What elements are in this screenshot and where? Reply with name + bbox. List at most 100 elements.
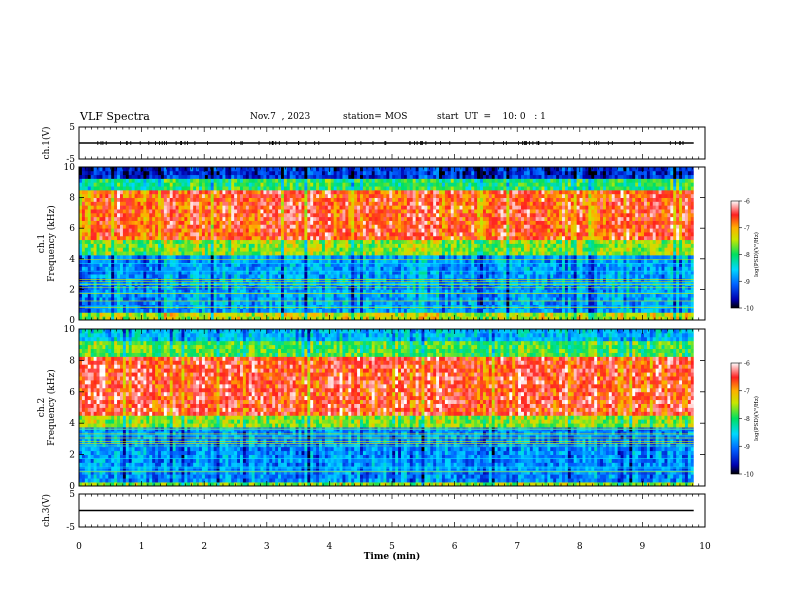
psd-cell: [135, 309, 138, 313]
psd-cell: [161, 232, 164, 236]
psd-cell: [123, 186, 126, 190]
psd-cell: [85, 274, 88, 278]
psd-cell: [126, 309, 129, 313]
psd-cell: [199, 244, 202, 248]
psd-cell: [105, 198, 108, 202]
psd-cell: [214, 255, 217, 259]
psd-cell: [199, 251, 202, 255]
psd-cell: [140, 201, 143, 205]
psd-cell: [88, 175, 91, 179]
psd-cell: [167, 282, 170, 286]
psd-cell: [181, 171, 184, 175]
psd-cell: [149, 232, 152, 236]
psd-cell: [88, 251, 91, 255]
psd-cell: [138, 228, 141, 232]
psd-cell: [190, 247, 193, 251]
psd-cell: [123, 305, 126, 309]
psd-cell: [184, 244, 187, 248]
psd-cell: [167, 305, 170, 309]
psd-cell: [88, 224, 91, 228]
psd-cell: [82, 309, 85, 313]
psd-cell: [117, 282, 120, 286]
psd-cell: [211, 240, 214, 244]
psd-cell: [88, 244, 91, 248]
psd-cell: [161, 201, 164, 205]
psd-cell: [193, 244, 196, 248]
psd-cell: [161, 244, 164, 248]
psd-cell: [187, 236, 190, 240]
psd-cell: [140, 205, 143, 209]
psd-cell: [167, 309, 170, 313]
psd-cell: [138, 190, 141, 194]
psd-cell: [176, 236, 179, 240]
psd-cell: [111, 297, 114, 301]
psd-cell: [202, 309, 205, 313]
psd-cell: [196, 274, 199, 278]
psd-cell: [129, 194, 132, 198]
psd-cell: [181, 286, 184, 290]
psd-cell: [99, 175, 102, 179]
psd-cell: [214, 305, 217, 309]
psd-cell: [105, 247, 108, 251]
psd-cell: [138, 244, 141, 248]
psd-cell: [94, 190, 97, 194]
psd-cell: [193, 178, 196, 182]
psd-cell: [138, 186, 141, 190]
psd-cell: [170, 255, 173, 259]
psd-cell: [85, 309, 88, 313]
psd-cell: [179, 240, 182, 244]
psd-cell: [164, 255, 167, 259]
psd-cell: [158, 282, 161, 286]
psd-cell: [129, 175, 132, 179]
psd-cell: [184, 217, 187, 221]
psd-cell: [196, 286, 199, 290]
psd-cell: [132, 213, 135, 217]
psd-cell: [105, 228, 108, 232]
psd-cell: [146, 190, 149, 194]
psd-cell: [202, 228, 205, 232]
psd-cell: [187, 201, 190, 205]
psd-cell: [91, 221, 94, 225]
psd-cell: [179, 198, 182, 202]
psd-cell: [173, 190, 176, 194]
psd-cell: [91, 240, 94, 244]
psd-cell: [82, 251, 85, 255]
psd-cell: [187, 194, 190, 198]
psd-cell: [97, 205, 100, 209]
psd-cell: [205, 209, 208, 213]
psd-cell: [208, 213, 211, 217]
psd-cell: [190, 194, 193, 198]
psd-cell: [135, 209, 138, 213]
psd-cell: [132, 190, 135, 194]
psd-cell: [102, 213, 105, 217]
psd-cell: [108, 224, 111, 228]
psd-cell: [123, 205, 126, 209]
psd-cell: [190, 244, 193, 248]
psd-cell: [161, 247, 164, 251]
psd-cell: [114, 167, 117, 171]
psd-cell: [214, 175, 217, 179]
psd-cell: [82, 221, 85, 225]
psd-cell: [176, 213, 179, 217]
psd-cell: [173, 201, 176, 205]
psd-cell: [176, 198, 179, 202]
psd-cell: [111, 255, 114, 259]
psd-cell: [199, 213, 202, 217]
psd-cell: [126, 190, 129, 194]
psd-cell: [123, 274, 126, 278]
psd-cell: [167, 274, 170, 278]
psd-cell: [99, 240, 102, 244]
psd-cell: [82, 171, 85, 175]
psd-cell: [173, 209, 176, 213]
psd-cell: [173, 198, 176, 202]
psd-cell: [146, 255, 149, 259]
psd-cell: [88, 240, 91, 244]
psd-cell: [91, 217, 94, 221]
psd-cell: [152, 305, 155, 309]
psd-cell: [211, 232, 214, 236]
psd-cell: [120, 244, 123, 248]
psd-cell: [94, 209, 97, 213]
psd-cell: [138, 236, 141, 240]
psd-cell: [85, 198, 88, 202]
psd-cell: [146, 171, 149, 175]
